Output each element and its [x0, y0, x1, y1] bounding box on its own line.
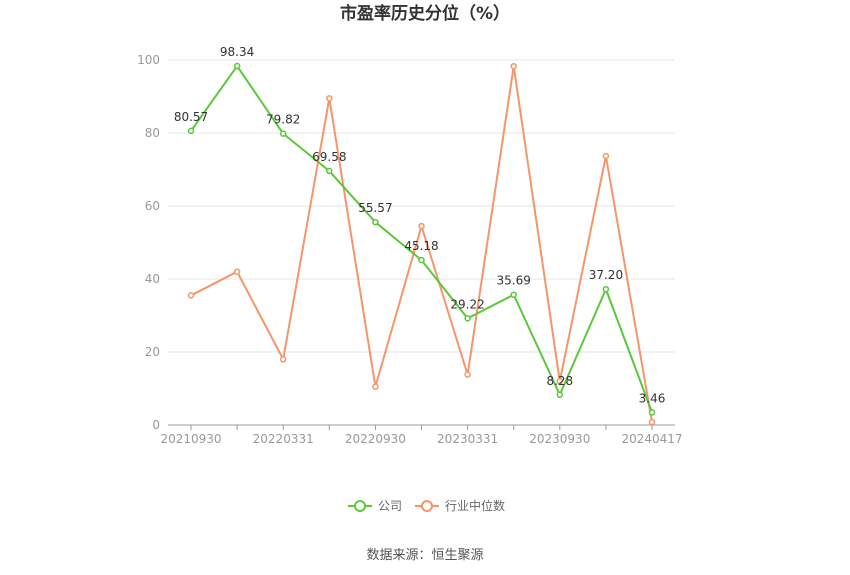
industry-point-20230331: [464, 371, 471, 378]
legend-marker-company: [354, 500, 366, 512]
company-point-20230930: [556, 391, 564, 399]
industry-point-20220930: [372, 383, 379, 390]
x-tick-label-20220331: 20220331: [253, 432, 314, 446]
company-point-20240417: [648, 409, 656, 416]
data-label-20210930: 80.57: [174, 110, 208, 124]
industry-point-20240417: [648, 418, 656, 426]
industry-point-20220630: [326, 95, 333, 102]
data-labels: 80.57 98.34 79.82 69.58 55.57 45.18 29.22 35.69…: [174, 45, 666, 405]
data-label-20230331: 29.22: [450, 297, 484, 311]
industry-point-20211231: [233, 268, 241, 275]
data-label-20221231: 45.18: [404, 239, 438, 253]
y-tick-label-80: 80: [145, 126, 160, 140]
x-tick-label-20210930: 20210930: [160, 432, 221, 446]
x-tick-label-20220930: 20220930: [345, 432, 406, 446]
data-label-20240417: 3.46: [639, 391, 666, 405]
data-label-20220331: 79.82: [266, 113, 300, 127]
x-tick-label-20240417: 20240417: [621, 432, 682, 446]
data-label-20230630: 35.69: [497, 274, 531, 288]
company-point-20220331: [279, 130, 287, 137]
data-label-20220630: 69.58: [312, 150, 346, 164]
company-point-20220930: [372, 218, 379, 226]
x-tick-label-20230331: 20230331: [437, 432, 498, 446]
company-point-20221231: [418, 256, 425, 264]
x-tick-label-20230930: 20230930: [529, 432, 590, 446]
company-point-20211231: [233, 62, 241, 70]
company-point-20220630: [326, 167, 333, 175]
data-label-20211231: 98.34: [220, 45, 254, 59]
data-label-20230930: 8.28: [546, 374, 573, 388]
y-tick-label-20: 20: [145, 345, 160, 359]
data-label-20220930: 55.57: [358, 201, 392, 215]
industry-point-20220331: [279, 356, 287, 363]
company-point-20230331: [464, 315, 471, 322]
x-axis: 20210930 20220331 20220930 20230331 20230930…: [160, 424, 683, 446]
industry-point-20210930: [187, 292, 195, 299]
y-tick-label-40: 40: [145, 272, 160, 286]
chart-title: 市盈率历史分位（%）: [340, 3, 510, 24]
company-point-20230630: [510, 291, 517, 298]
y-tick-label-0: 0: [152, 418, 160, 432]
grid-lines: [168, 59, 675, 353]
y-tick-label-60: 60: [145, 199, 160, 213]
y-axis: 0 20 40 60 80 100: [137, 53, 160, 432]
y-tick-label-100: 100: [137, 53, 160, 67]
industry-point-20221231: [418, 222, 425, 230]
industry-point-20230930: [556, 377, 564, 385]
industry-point-20231231: [602, 152, 610, 160]
company-point-20231231: [602, 285, 610, 293]
industry-point-20230630: [510, 62, 517, 70]
series-industry: [187, 62, 656, 426]
series-company: [187, 62, 656, 416]
source-note: 数据来源：恒生聚源: [366, 548, 483, 563]
data-label-20231231: 37.20: [589, 268, 623, 282]
company-point-20210930: [187, 127, 195, 135]
legend-label-industry: 行业中位数: [445, 498, 505, 513]
legend-label-company: 公司: [378, 499, 402, 513]
legend-marker-industry: [421, 500, 433, 512]
legend: 公司 行业中位数: [348, 498, 505, 513]
